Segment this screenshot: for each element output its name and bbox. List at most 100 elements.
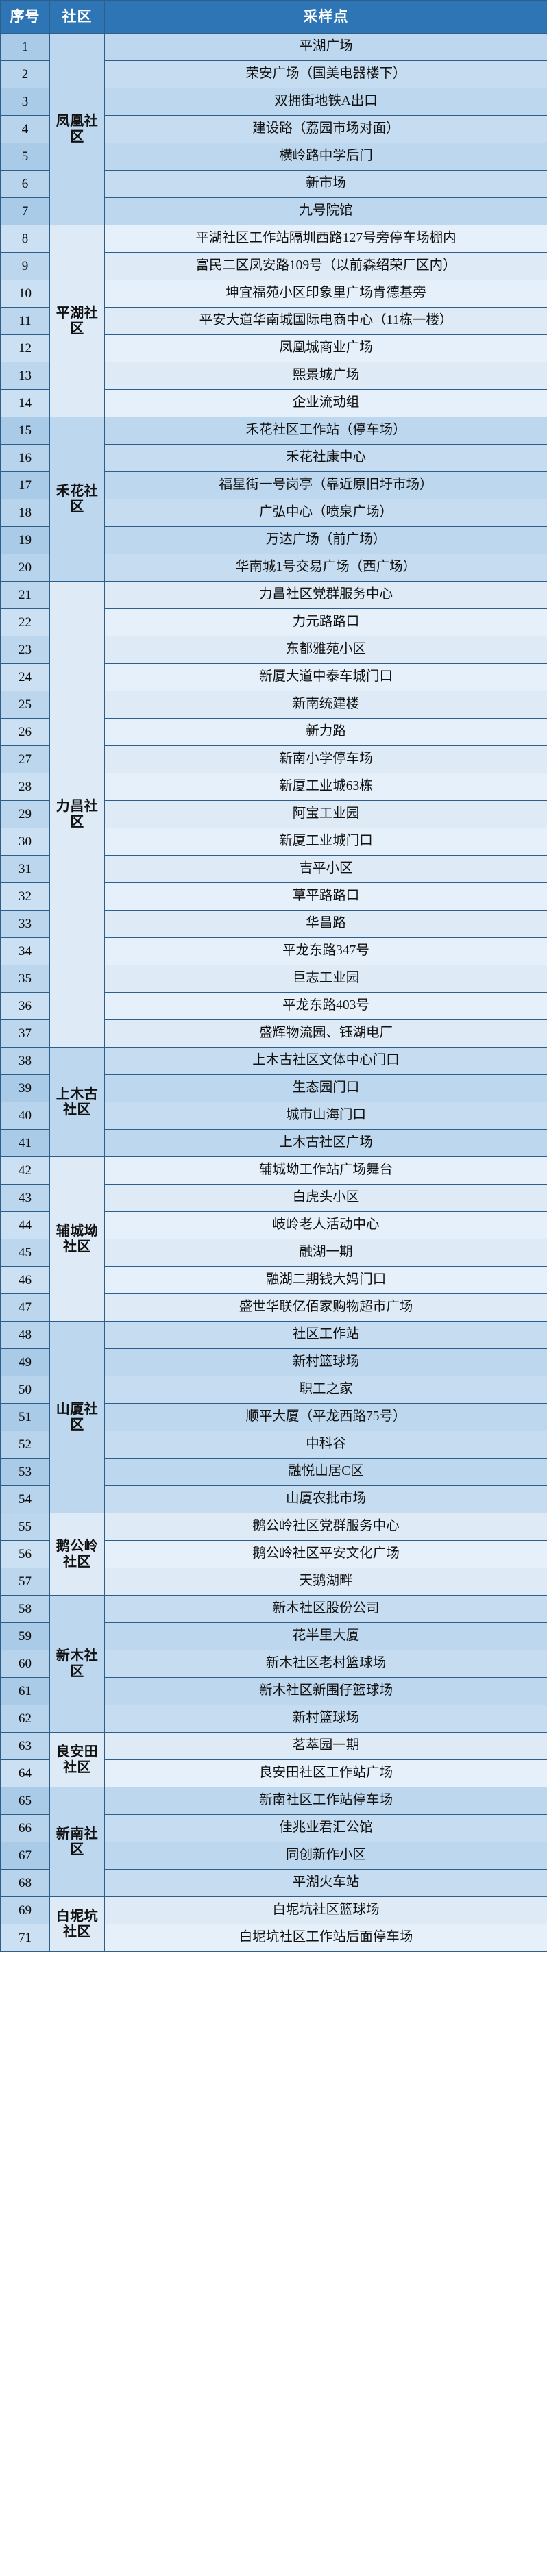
table-row: 65 新南社区 新南社区工作站停车场	[0, 1787, 547, 1897]
cell-site: 富民二区凤安路109号（以前森绍荣厂区内）	[104, 252, 547, 280]
sampling-site-table-sheet: 序号 社区 采样点 1 凤凰社区 平湖广场 2 荣安广场（国美电器楼下） 3 双拥街地铁A出…	[0, 0, 547, 1952]
table-row: 11 平安大道华南城国际电商中心（11栋一楼）	[0, 307, 547, 335]
cell-site: 新木社区新围仔篮球场	[104, 1677, 547, 1705]
table-row: 62 新村篮球场	[0, 1705, 547, 1733]
cell-seq: 64	[0, 1759, 50, 1787]
cell-site: 上木古社区文体中心门口	[104, 1047, 547, 1075]
cell-site: 新力路	[104, 718, 547, 746]
cell-seq: 66	[0, 1814, 50, 1842]
table-row: 53 融悦山居C区	[0, 1458, 547, 1486]
cell-seq: 18	[0, 499, 50, 527]
column-header-seq: 序号	[0, 0, 50, 34]
table-row: 28 新厦工业城63栋	[0, 773, 547, 801]
cell-site: 平湖广场	[104, 33, 547, 61]
cell-site: 融湖二期钱大妈门口	[104, 1266, 547, 1294]
cell-seq: 31	[0, 855, 50, 883]
table-row: 14 企业流动组	[0, 389, 547, 417]
cell-site: 九号院馆	[104, 197, 547, 225]
table-row: 38 上木古社区 上木古社区文体中心门口	[0, 1047, 547, 1157]
cell-seq: 27	[0, 745, 50, 773]
cell-community: 力昌社区	[49, 581, 105, 1048]
cell-seq: 71	[0, 1924, 50, 1952]
cell-seq: 39	[0, 1074, 50, 1102]
table-row: 46 融湖二期钱大妈门口	[0, 1266, 547, 1294]
cell-seq: 30	[0, 828, 50, 856]
cell-seq: 21	[0, 581, 50, 609]
cell-seq: 55	[0, 1513, 50, 1541]
cell-seq: 53	[0, 1458, 50, 1486]
cell-seq: 16	[0, 444, 50, 472]
cell-seq: 2	[0, 60, 50, 88]
table-header: 序号 社区 采样点	[0, 0, 547, 34]
table-row: 20 华南城1号交易广场（西广场）	[0, 554, 547, 582]
cell-site: 巨志工业园	[104, 965, 547, 993]
cell-seq: 28	[0, 773, 50, 801]
cell-community: 辅城坳社区	[49, 1156, 105, 1322]
table-row: 60 新木社区老村篮球场	[0, 1650, 547, 1678]
cell-seq: 69	[0, 1896, 50, 1924]
cell-site: 新村篮球场	[104, 1705, 547, 1733]
table-row: 45 融湖一期	[0, 1239, 547, 1267]
table-row: 25 新南统建楼	[0, 691, 547, 719]
table-row: 66 佳兆业君汇公馆	[0, 1814, 547, 1842]
cell-site: 阿宝工业园	[104, 800, 547, 828]
cell-seq: 9	[0, 252, 50, 280]
table-row: 71 白坭坑社区工作站后面停车场	[0, 1924, 547, 1952]
table-row: 35 巨志工业园	[0, 965, 547, 993]
cell-seq: 51	[0, 1403, 50, 1431]
cell-seq: 35	[0, 965, 50, 993]
cell-site: 新木社区股份公司	[104, 1595, 547, 1623]
cell-seq: 22	[0, 608, 50, 636]
cell-community: 新木社区	[49, 1595, 105, 1733]
cell-site: 盛世华联亿佰家购物超市广场	[104, 1293, 547, 1322]
cell-community: 白坭坑社区	[49, 1896, 105, 1952]
cell-community: 山厦社区	[49, 1321, 105, 1513]
cell-site: 新厦工业城63栋	[104, 773, 547, 801]
table-row: 56 鹅公岭社区平安文化广场	[0, 1540, 547, 1568]
header-row: 序号 社区 采样点	[0, 0, 547, 34]
cell-site: 良安田社区工作站广场	[104, 1759, 547, 1787]
cell-site: 白坭坑社区工作站后面停车场	[104, 1924, 547, 1952]
cell-site: 鹅公岭社区平安文化广场	[104, 1540, 547, 1568]
cell-site: 新木社区老村篮球场	[104, 1650, 547, 1678]
cell-seq: 15	[0, 417, 50, 445]
table-row: 9 富民二区凤安路109号（以前森绍荣厂区内）	[0, 252, 547, 280]
cell-site: 广弘中心（喷泉广场）	[104, 499, 547, 527]
cell-site: 力元路路口	[104, 608, 547, 636]
table-row: 40 城市山海门口	[0, 1102, 547, 1130]
cell-seq: 50	[0, 1376, 50, 1404]
cell-site: 鹅公岭社区党群服务中心	[104, 1513, 547, 1541]
cell-seq: 8	[0, 225, 50, 253]
cell-seq: 68	[0, 1869, 50, 1897]
table-row: 52 中科谷	[0, 1431, 547, 1459]
table-row: 3 双拥街地铁A出口	[0, 88, 547, 116]
cell-community: 平湖社区	[49, 225, 105, 417]
cell-site: 上木古社区广场	[104, 1129, 547, 1157]
cell-seq: 57	[0, 1568, 50, 1596]
cell-site: 华南城1号交易广场（西广场）	[104, 554, 547, 582]
cell-site: 熙景城广场	[104, 362, 547, 390]
cell-seq: 60	[0, 1650, 50, 1678]
table-row: 10 坤宜福苑小区印象里广场肯德基旁	[0, 280, 547, 308]
cell-site: 新厦大道中泰车城门口	[104, 663, 547, 691]
cell-site: 花半里大厦	[104, 1622, 547, 1650]
table-row: 16 禾花社康中心	[0, 444, 547, 472]
cell-community: 禾花社区	[49, 417, 105, 582]
cell-seq: 36	[0, 992, 50, 1020]
cell-seq: 46	[0, 1266, 50, 1294]
cell-site: 坤宜福苑小区印象里广场肯德基旁	[104, 280, 547, 308]
cell-community: 良安田社区	[49, 1732, 105, 1787]
cell-site: 平湖社区工作站隔圳西路127号旁停车场棚内	[104, 225, 547, 253]
table-row: 49 新村篮球场	[0, 1348, 547, 1376]
cell-site: 新南统建楼	[104, 691, 547, 719]
cell-seq: 52	[0, 1431, 50, 1459]
cell-seq: 26	[0, 718, 50, 746]
table-row: 12 凤凰城商业广场	[0, 334, 547, 362]
cell-site: 天鹅湖畔	[104, 1568, 547, 1596]
cell-community: 凤凰社区	[49, 33, 105, 225]
cell-seq: 6	[0, 170, 50, 198]
cell-site: 白虎头小区	[104, 1184, 547, 1212]
table-row: 48 山厦社区 社区工作站	[0, 1321, 547, 1513]
cell-seq: 12	[0, 334, 50, 362]
cell-site: 盛辉物流园、钰湖电厂	[104, 1019, 547, 1048]
